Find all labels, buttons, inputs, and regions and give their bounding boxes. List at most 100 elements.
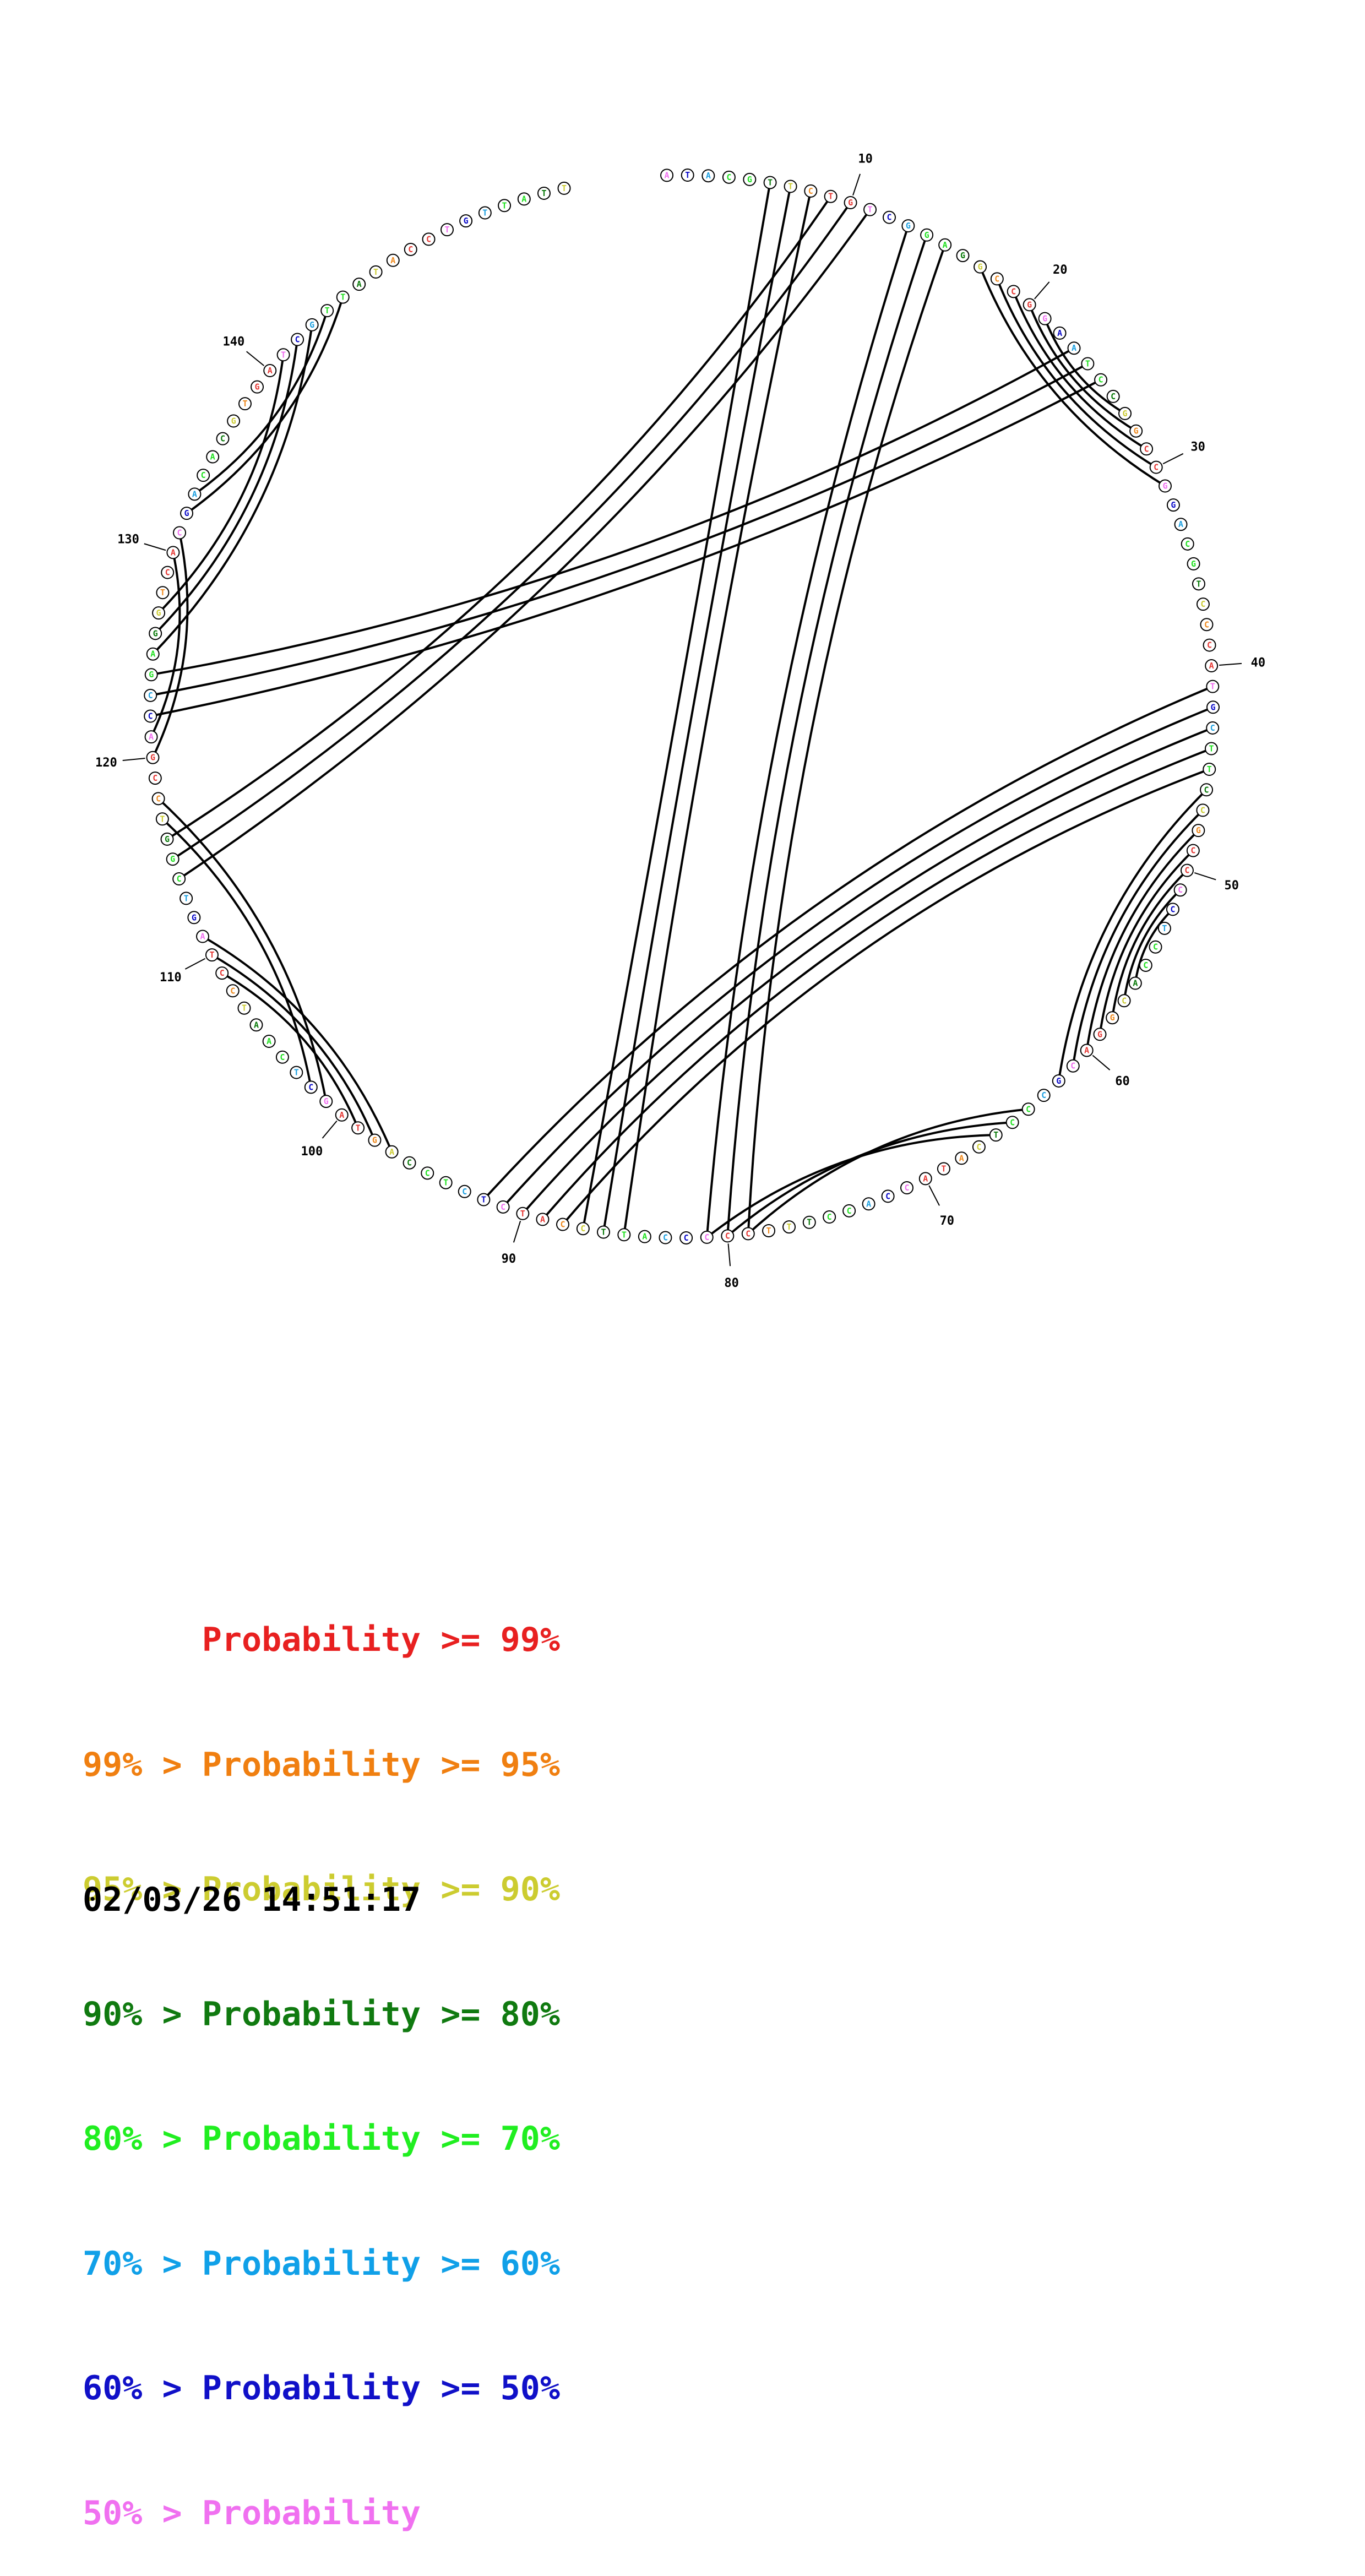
nucleotide: G [1038,312,1052,325]
nucleotide: C [1186,844,1200,857]
base-pair-arc [1057,789,1208,1082]
nucleotide: T [802,1215,816,1229]
base-pair-arc [152,324,313,655]
svg-text:C: C [148,691,153,700]
svg-text:G: G [906,221,911,231]
base-pair-arc [747,244,947,1234]
svg-text:A: A [1057,328,1062,338]
nucleotide: G [144,668,158,682]
svg-text:C: C [1111,392,1116,401]
nucleotide: A [262,1034,276,1048]
nucleotide: G [901,219,915,233]
base-pair-arc [502,706,1214,1208]
nucleotide: G [459,214,473,228]
svg-text:C: C [1122,996,1127,1006]
nucleotide: A [1053,326,1067,340]
position-label: 110 [160,971,182,985]
nucleotide: T [1157,921,1171,935]
nucleotide: C [1203,638,1216,652]
nucleotide: T [1204,742,1218,756]
nucleotide: T [784,180,797,193]
nucleotide: A [1067,341,1081,355]
nucleotide: G [227,414,241,428]
svg-text:C: C [1204,785,1209,795]
svg-text:G: G [192,912,197,922]
svg-text:A: A [200,932,205,942]
nucleotide: C [1200,618,1214,632]
nucleotide: C [161,566,175,579]
svg-text:T: T [868,205,873,215]
nucleotide: A [335,1108,349,1122]
svg-text:G: G [231,416,236,426]
svg-text:T: T [281,350,286,360]
svg-text:A: A [866,1199,871,1209]
svg-text:C: C [1185,539,1190,549]
nucleotide: G [1158,479,1172,493]
svg-text:G: G [1056,1076,1061,1086]
svg-text:C: C [220,434,225,444]
nucleotide: T [441,223,454,237]
svg-text:C: C [885,1191,890,1201]
nucleotide: C [422,232,436,246]
nucleotide: C [1149,460,1163,474]
nucleotide: G [844,195,857,209]
nucleotide: T [782,1220,796,1234]
nucleotide: T [205,948,219,962]
nucleotide: C [404,242,417,256]
svg-text:T: T [356,1123,361,1133]
svg-text:C: C [1070,1061,1075,1071]
legend-entry-7: 50% > Probability [83,2493,421,2532]
svg-text:C: C [426,234,431,244]
nucleotide: A [701,169,715,183]
base-pair-arc [1111,869,1188,1018]
base-pair-arc [482,685,1214,1200]
timestamp: 02/03/26 14:51:17 [83,1881,421,1919]
nucleotide: C [900,1181,914,1195]
position-tick [1219,662,1242,666]
nucleotide: T [596,1225,610,1239]
nucleotide: A [144,730,158,744]
svg-text:C: C [580,1224,585,1233]
svg-text:C: C [725,1231,730,1241]
base-pair-arc [186,297,344,514]
nucleotide: C [1196,597,1210,611]
svg-text:T: T [788,181,793,191]
svg-text:G: G [978,262,983,272]
nucleotide: G [1166,498,1180,512]
nucleotide: C [1196,803,1210,817]
svg-text:T: T [562,183,567,193]
nucleotide: C [1005,1116,1019,1129]
nucleotide: A [536,1213,550,1226]
position-label: 80 [724,1276,739,1290]
nucleotide: T [516,1207,530,1220]
base-pair-arc [161,818,312,1088]
position-tick [184,958,206,970]
nucleotide: C [197,469,210,482]
svg-text:G: G [165,834,170,844]
base-pair-arc [979,266,1166,487]
nucleotide: C [1066,1059,1080,1073]
nucleotide: T [336,290,350,304]
svg-text:C: C [1190,846,1195,856]
legend-entry-3: 90% > Probability >= 80% [83,1995,560,2034]
nucleotide: A [385,1145,399,1159]
svg-text:T: T [294,1068,299,1078]
nucleotide: A [1080,1044,1094,1057]
position-tick [246,351,265,366]
base-pair-arc [541,747,1212,1220]
nucleotide: A [263,363,277,377]
svg-text:G: G [1110,1013,1115,1023]
svg-text:T: T [242,399,247,409]
nucleotide: C [144,709,157,723]
svg-text:G: G [1210,702,1215,712]
svg-text:T: T [325,306,330,316]
nucleotide: A [352,278,366,291]
svg-text:G: G [1162,481,1167,491]
nucleotide: T [369,265,383,279]
nucleotide: G [319,1095,333,1108]
nucleotide: C [403,1156,416,1170]
nucleotide: C [990,272,1004,286]
svg-text:C: C [808,186,813,196]
nucleotide: C [304,1080,318,1094]
svg-text:C: C [704,1232,709,1242]
